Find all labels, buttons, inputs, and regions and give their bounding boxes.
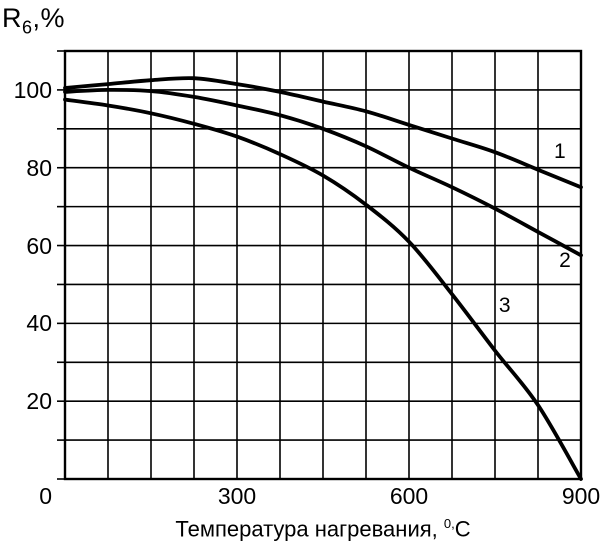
y-tick-label: 80 bbox=[26, 154, 52, 181]
y-tick-label: 100 bbox=[13, 76, 52, 103]
x-axis-title: Температура нагревания, 0,С bbox=[65, 516, 581, 542]
y-tick-label: 20 bbox=[26, 388, 52, 415]
y-tick-label: 0 bbox=[39, 483, 52, 509]
y-axis-title-main: R bbox=[2, 3, 22, 33]
x-axis-title-text: Температура нагревания, bbox=[175, 516, 444, 542]
curve-2 bbox=[63, 87, 583, 258]
x-tick-label: 300 bbox=[217, 483, 257, 509]
y-axis-title-subscript: 6 bbox=[22, 17, 33, 38]
y-axis-title: R6,% bbox=[2, 3, 65, 38]
x-axis-title-unit: С bbox=[454, 516, 471, 542]
y-axis-title-unit: ,% bbox=[32, 3, 66, 33]
curve-label-3: 3 bbox=[498, 293, 511, 317]
curve-label-1: 1 bbox=[553, 140, 566, 164]
y-tick-label: 40 bbox=[26, 310, 52, 337]
curve-1 bbox=[63, 76, 583, 190]
x-axis-title-degree: 0, bbox=[443, 516, 455, 531]
plot-border bbox=[63, 49, 583, 481]
y-tick-label: 60 bbox=[26, 232, 52, 259]
x-tick-label: 900 bbox=[561, 483, 600, 509]
curve-label-2: 2 bbox=[559, 249, 571, 273]
x-tick-label: 600 bbox=[389, 483, 429, 509]
curve-3 bbox=[63, 97, 583, 481]
